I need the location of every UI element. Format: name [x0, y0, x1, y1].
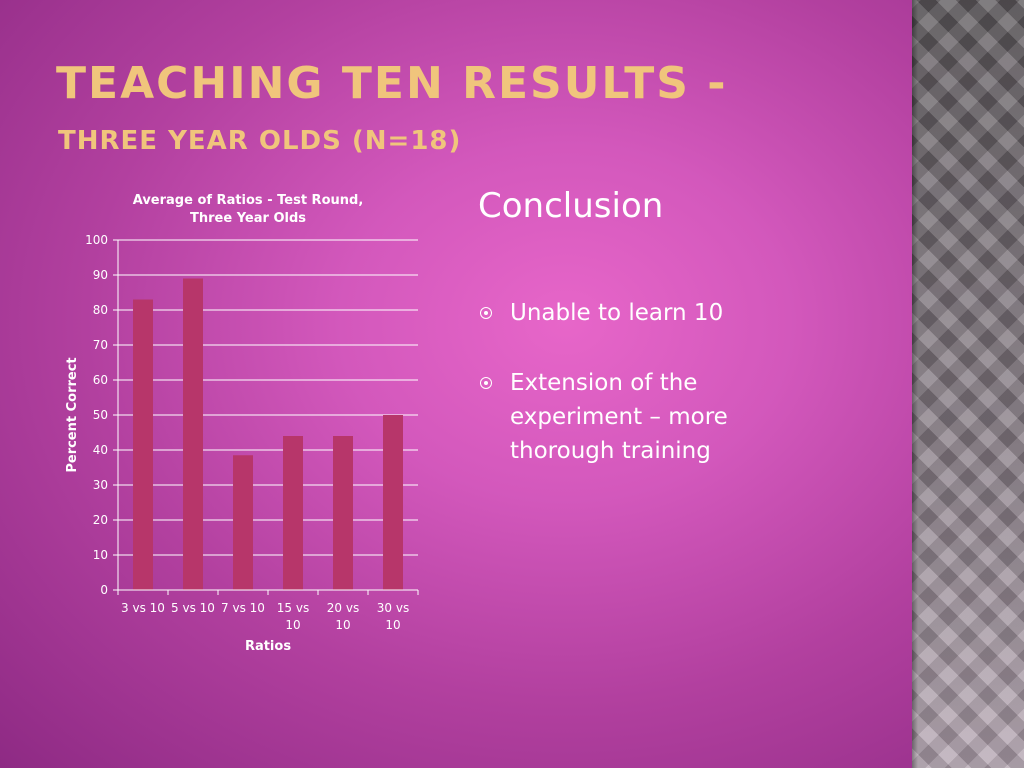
bar — [333, 436, 353, 590]
y-tick-label: 20 — [93, 513, 108, 527]
bar — [233, 455, 253, 590]
bar-chart: Average of Ratios - Test Round, Three Yea… — [65, 193, 419, 654]
conclusion-heading: Conclusion — [478, 186, 664, 226]
x-tick-label: 5 vs 10 — [171, 601, 215, 615]
y-tick-label: 80 — [93, 303, 108, 317]
x-axis-label: Ratios — [245, 639, 291, 654]
x-tick-label: 20 vs 10 — [327, 601, 359, 632]
conclusion-bullet-text: Unable to learn 10 — [510, 300, 724, 326]
y-tick-label: 30 — [93, 478, 108, 492]
y-tick-label: 10 — [93, 548, 108, 562]
conclusion-bullet-2: Extension of the experiment – more thoro… — [478, 366, 778, 468]
x-tick-label: 7 vs 10 — [221, 601, 265, 615]
x-tick-label: 30 vs 10 — [377, 601, 409, 632]
y-tick-label: 100 — [85, 233, 108, 247]
bar — [183, 278, 203, 590]
chart-title-line: Average of Ratios - Test Round, — [133, 193, 364, 208]
y-tick-label: 0 — [100, 583, 108, 597]
conclusion-bullet-list: Unable to learn 10 Extension of the expe… — [478, 296, 778, 504]
conclusion-bullet-1: Unable to learn 10 — [478, 296, 778, 330]
x-tick-label: 3 vs 10 — [121, 601, 165, 615]
y-tick-label: 90 — [93, 268, 108, 282]
y-tick-label: 70 — [93, 338, 108, 352]
chart-title-line: Three Year Olds — [190, 211, 306, 226]
slide-subtitle: Three Year Olds (n=18) — [58, 126, 462, 156]
radio-bullet-icon — [480, 307, 492, 319]
bar — [383, 415, 403, 590]
slide-title: Teaching Ten Results - — [56, 58, 728, 109]
decorative-sidebar — [912, 0, 1024, 768]
y-axis-label: Percent Correct — [65, 357, 80, 472]
slide-background: Teaching Ten Results - Three Year Olds (… — [0, 0, 912, 768]
y-tick-label: 60 — [93, 373, 108, 387]
conclusion-bullet-text: Extension of the experiment – more thoro… — [510, 370, 728, 464]
bar — [133, 299, 153, 590]
radio-bullet-icon — [480, 377, 492, 389]
y-tick-label: 50 — [93, 408, 108, 422]
x-tick-label: 15 vs 10 — [277, 601, 309, 632]
bar — [283, 436, 303, 590]
y-tick-label: 40 — [93, 443, 108, 457]
